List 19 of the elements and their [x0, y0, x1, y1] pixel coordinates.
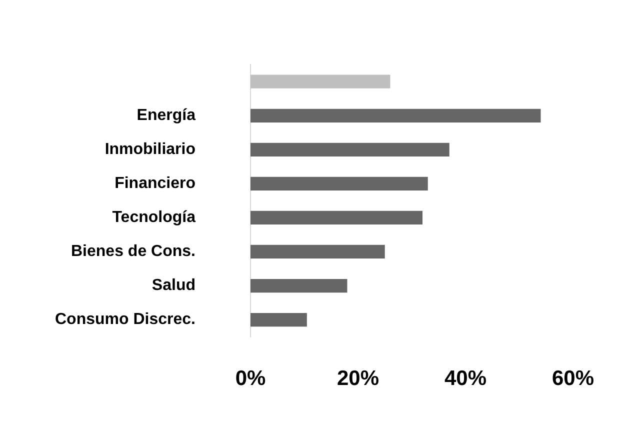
x-tick-label: 20% — [336, 367, 380, 390]
x-tick-label: 40% — [444, 367, 487, 390]
bar — [250, 278, 348, 293]
y-tick-label: Salud — [152, 277, 196, 294]
y-tick-label: Energía — [136, 107, 196, 124]
y-tick-label: Inmobiliario — [104, 141, 196, 158]
y-tick-label: Tecnología — [112, 209, 196, 226]
x-tick-label: 60% — [552, 367, 594, 390]
bar — [250, 312, 307, 327]
y-tick-label: Consumo Discrec. — [55, 311, 196, 328]
bar — [250, 176, 428, 190]
bar — [250, 142, 450, 156]
x-tick-label: 0% — [235, 367, 266, 390]
bar — [250, 74, 390, 88]
bar — [250, 210, 422, 225]
y-tick-label: Financiero — [114, 175, 196, 192]
y-tick-label: Bienes de Cons. — [71, 243, 196, 260]
bar — [250, 108, 541, 122]
bar — [250, 244, 385, 259]
